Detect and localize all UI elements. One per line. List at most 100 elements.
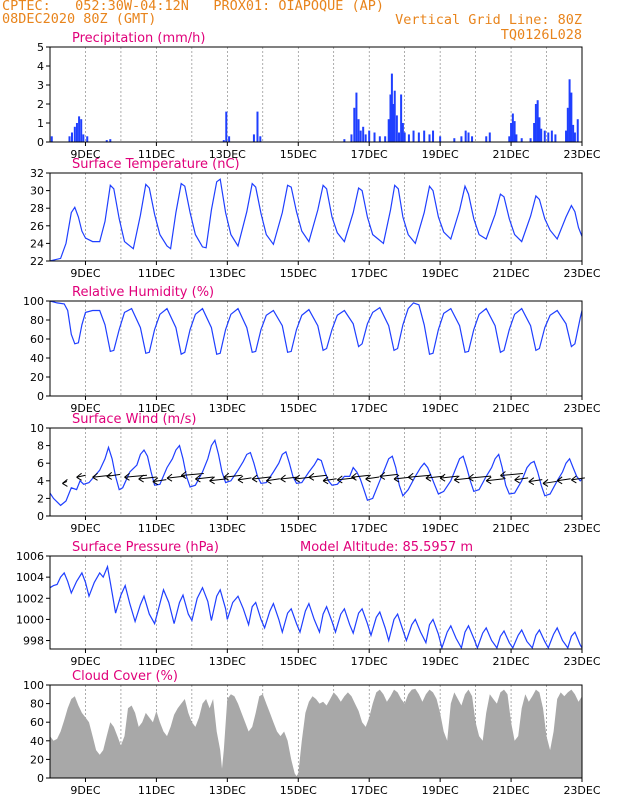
wind-arrow-head <box>152 477 159 486</box>
precip-bar <box>460 136 463 142</box>
wind-arrow-head <box>336 475 343 484</box>
x-tick-label: 19DEC <box>422 402 459 415</box>
precip-bar <box>534 104 537 142</box>
wind-arrow-shaft <box>138 476 157 480</box>
precip-bar <box>373 132 376 142</box>
panel-frame <box>49 300 583 397</box>
x-tick-label: 17DEC <box>351 267 388 280</box>
precip-bar <box>259 136 262 142</box>
wind-arrow-shaft <box>223 474 242 478</box>
precip-bar <box>573 132 576 142</box>
y-tick-label: 80 <box>30 314 44 327</box>
wind-arrow-shaft <box>440 475 459 479</box>
wind-arrow-head <box>571 475 577 484</box>
precip-bar <box>566 107 569 142</box>
precip-bar <box>464 130 467 142</box>
wind-arrow <box>407 472 431 481</box>
precip-bar <box>412 130 415 142</box>
wind-arrow-head <box>485 476 492 485</box>
y-tick-label: 2 <box>37 98 44 111</box>
wind-arrow-head <box>425 473 432 482</box>
y-tick-label: 100 <box>23 679 44 692</box>
precip-bar <box>400 94 403 142</box>
x-tick-label: 19DEC <box>422 522 459 535</box>
x-tick-label: 11DEC <box>138 402 175 415</box>
precip-bar <box>417 132 420 142</box>
header-station-line: CPTEC: 052:30W-04:12N PROX01: OIAPOQUE (… <box>2 0 385 14</box>
y-tick-label: 8 <box>37 440 44 453</box>
wind-arrow-head <box>62 479 68 487</box>
precip-bar <box>550 130 553 142</box>
precip-bar <box>547 132 550 142</box>
wind-arrow-head <box>439 473 446 482</box>
wind-arrow-shaft <box>571 477 585 481</box>
x-tick-label: 15DEC <box>280 784 317 797</box>
x-tick-label: 13DEC <box>209 784 246 797</box>
wind-arrow-head <box>237 475 244 484</box>
wind-arrow-shaft <box>379 473 398 477</box>
wind-arrow-shaft <box>152 479 167 483</box>
wind-arrow <box>571 475 585 484</box>
precip-bar <box>355 92 358 142</box>
x-tick-label: 23DEC <box>563 784 600 797</box>
wind-arrow <box>180 471 204 479</box>
wind-arrow-head <box>468 473 474 482</box>
y-tick-label: 40 <box>30 735 44 748</box>
y-tick-label: 0 <box>37 510 44 523</box>
wind-arrow <box>251 474 271 483</box>
wind-arrow <box>322 476 337 485</box>
cloud-cover-title: Cloud Cover (%) <box>72 669 178 684</box>
wind-arrow <box>308 472 327 481</box>
x-tick-label: 21DEC <box>493 267 530 280</box>
wind-arrow-shaft <box>351 474 370 478</box>
pressure-panel: Surface Pressure (hPa) Model Altitude: 8… <box>16 540 601 668</box>
panel-frame <box>49 427 583 517</box>
wind-arrow-head <box>92 472 98 481</box>
precip-bar <box>397 132 400 142</box>
header-code: TQ0126L028 <box>500 27 582 43</box>
precip-bar <box>393 90 396 142</box>
x-tick-label: 9DEC <box>70 267 100 280</box>
y-tick-label: 22 <box>30 255 44 268</box>
precip-bar <box>362 126 365 142</box>
precip-bar <box>82 134 85 142</box>
wind-arrow-head <box>308 472 315 481</box>
x-tick-label: 15DEC <box>280 655 317 668</box>
humidity-panel: Relative Humidity (%) 0 20 40 60 80 100 9DEC 11… <box>23 285 601 415</box>
wind-arrow <box>152 477 167 486</box>
x-tick-label: 21DEC <box>493 655 530 668</box>
y-tick-label: 3 <box>37 79 44 92</box>
precip-bar <box>467 132 470 142</box>
precip-bar <box>576 119 579 142</box>
precip-bar <box>520 138 523 142</box>
temperature-panel: Surface Temperature (nC) 22 24 26 28 30 32 9DE… <box>30 157 601 280</box>
y-tick-label: 6 <box>37 457 44 470</box>
wind-arrow-head <box>393 474 400 483</box>
x-tick-label: 19DEC <box>422 655 459 668</box>
y-tick-label: 32 <box>30 167 44 180</box>
precip-bar <box>350 134 353 142</box>
wind-arrow-shaft <box>106 473 121 477</box>
temperature-title: Surface Temperature (nC) <box>72 157 240 172</box>
wind-arrow <box>106 472 121 480</box>
x-tick-label: 21DEC <box>493 522 530 535</box>
wind-arrow-head <box>106 472 113 480</box>
wind-arrow <box>542 479 557 487</box>
x-tick-label: 21DEC <box>493 402 530 415</box>
x-tick-label: 9DEC <box>70 402 100 415</box>
wind-arrow-head <box>76 472 82 481</box>
x-tick-label: 17DEC <box>351 655 388 668</box>
wind-arrow <box>138 474 157 483</box>
wind-arrow-head <box>223 472 230 481</box>
wind-arrow-shaft <box>76 474 86 478</box>
x-tick-label: 19DEC <box>422 784 459 797</box>
wind-arrow <box>425 473 445 482</box>
precipitation-title: Precipitation (mm/h) <box>72 31 205 46</box>
wind-arrow <box>365 474 380 483</box>
y-tick-label: 1006 <box>16 550 44 563</box>
wind-arrow-shaft <box>209 478 228 482</box>
precip-bar <box>78 116 81 142</box>
wind-arrow-shaft <box>486 478 505 482</box>
precip-bar <box>390 73 393 142</box>
wind-arrow-shaft <box>266 478 280 482</box>
